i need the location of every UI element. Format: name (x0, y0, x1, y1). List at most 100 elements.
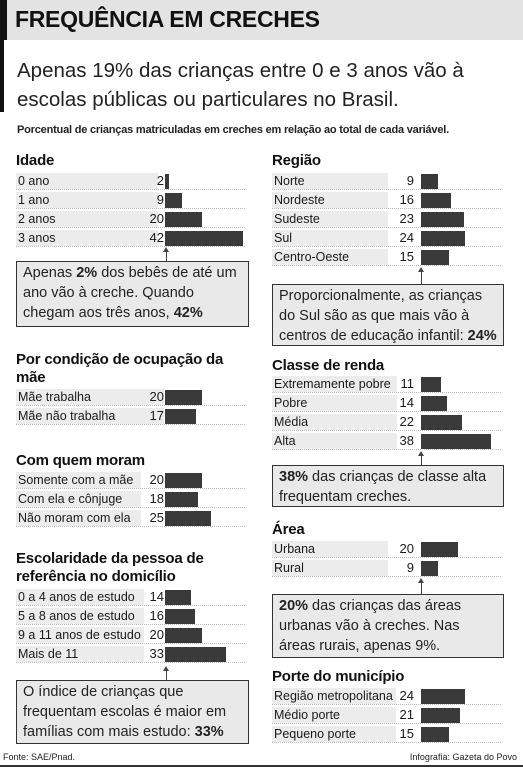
chart-note: Porcentual de crianças matriculadas em c… (17, 124, 449, 136)
category-label: Pequeno porte (272, 726, 396, 742)
bar (421, 193, 451, 208)
section-title: Área (272, 521, 305, 538)
bar-row: Norte 9 (272, 173, 501, 190)
bar (421, 561, 438, 576)
category-label: Não moram com ela (16, 510, 141, 526)
value-label: 14 (399, 395, 414, 410)
category-label: Mais de 11 (16, 646, 144, 662)
value-label: 11 (400, 376, 415, 391)
bar-row: 0 ano 2 (16, 173, 245, 190)
bar-row: Pobre 14 (272, 395, 501, 412)
bar (165, 473, 202, 488)
bar-row: Rural 9 (272, 560, 501, 577)
value-label: 17 (149, 408, 164, 423)
value-label: 20 (149, 627, 164, 642)
bar (421, 174, 438, 189)
callout-arrow (418, 578, 424, 594)
bar-row: Extremamente pobre 11 (272, 376, 501, 393)
value-label: 9 (406, 173, 414, 188)
value-label: 9 (156, 192, 164, 207)
callout-highlight: 2% (76, 265, 98, 281)
value-label: 9 (406, 560, 414, 575)
bar-row: Alta 38 (272, 433, 501, 450)
value-label: 33 (149, 646, 164, 661)
bar (421, 708, 460, 723)
category-label: 3 anos (16, 230, 158, 246)
bar-row: Nordeste 16 (272, 192, 501, 209)
callout-highlight: 42% (173, 305, 203, 321)
bar (421, 212, 464, 227)
value-label: 22 (399, 414, 414, 429)
bar-row: Média 22 (272, 414, 501, 431)
bar-row: Centro-Oeste 15 (272, 249, 501, 266)
section-title: Com quem moram (16, 452, 145, 469)
category-label: Mãe trabalha (16, 389, 164, 405)
category-label: Somente com a mãe (16, 472, 141, 488)
bar (421, 689, 465, 704)
bar-row: Mais de 11 33 (16, 646, 245, 663)
section-title: Classe de renda (272, 357, 385, 374)
bar (165, 590, 191, 605)
callout-text: das crianças das áreas urbanas vão à cre… (279, 598, 462, 654)
bar-row: Mãe não trabalha 17 (16, 408, 245, 425)
bar (165, 628, 202, 643)
value-label: 42 (149, 230, 164, 245)
bar (165, 174, 169, 189)
bar-row: 0 a 4 anos de estudo 14 (16, 589, 245, 606)
bar-row: Urbana 20 (272, 541, 501, 558)
bar-row: Mãe trabalha 20 (16, 389, 245, 406)
bar-row: Sul 24 (272, 230, 501, 247)
value-label: 24 (399, 230, 414, 245)
callout-text: dos bebês de até um ano vão à creche. Qu… (23, 265, 237, 321)
bar-row: 1 ano 9 (16, 192, 245, 209)
category-label: 0 a 4 anos de estudo (16, 589, 144, 605)
bar-row: Médio porte 21 (272, 707, 501, 724)
category-label: Média (272, 414, 397, 430)
bar-row: 9 a 11 anos de estudo 20 (16, 627, 245, 644)
bar (421, 231, 465, 246)
value-label: 2 (156, 173, 164, 188)
bar (421, 377, 441, 392)
category-label: Nordeste (272, 192, 388, 208)
bar (421, 542, 458, 557)
value-label: 23 (399, 211, 414, 226)
bar-row: Região metropolitana 24 (272, 688, 501, 705)
page-title: FREQUÊNCIA EM CRECHES (15, 6, 320, 32)
value-label: 25 (149, 510, 164, 525)
category-label: Médio porte (272, 707, 396, 723)
value-label: 38 (399, 433, 414, 448)
bar (421, 250, 449, 265)
value-label: 16 (149, 608, 164, 623)
callout-text: das crianças de classe alta frequentam c… (279, 469, 487, 505)
value-label: 21 (399, 707, 414, 722)
source-note: Fonte: SAE/Pnad. (3, 752, 76, 762)
bar (165, 193, 182, 208)
callout-arrow (418, 451, 424, 465)
category-label: 2 anos (16, 211, 158, 227)
category-label: Rural (272, 560, 388, 576)
bar-row: 5 a 8 anos de estudo 16 (16, 608, 245, 625)
callout-arrow (163, 666, 169, 680)
callout-box: Apenas 2% dos bebês de até um ano vão à … (16, 261, 249, 327)
bar (421, 727, 449, 742)
category-label: Com ela e cônjuge (16, 491, 141, 507)
category-label: Urbana (272, 541, 388, 557)
value-label: 14 (149, 589, 164, 604)
bar (165, 492, 198, 507)
bar-row: Com ela e cônjuge 18 (16, 491, 245, 508)
bottom-rule (0, 765, 523, 767)
value-label: 20 (149, 211, 164, 226)
bar (165, 212, 202, 227)
value-label: 15 (399, 726, 414, 741)
section-title: Idade (16, 152, 55, 169)
callout-highlight: 20% (279, 598, 309, 614)
bar (165, 647, 226, 662)
callout-highlight: 24% (467, 328, 497, 344)
value-label: 16 (399, 192, 414, 207)
callout-box: 38% das crianças de classe alta frequent… (272, 465, 504, 507)
category-label: Região metropolitana (272, 688, 396, 704)
page-subtitle: Apenas 19% das crianças entre 0 e 3 anos… (17, 59, 464, 111)
bar-row: Não moram com ela 25 (16, 510, 245, 527)
value-label: 20 (149, 389, 164, 404)
callout-highlight: 38% (279, 469, 309, 485)
